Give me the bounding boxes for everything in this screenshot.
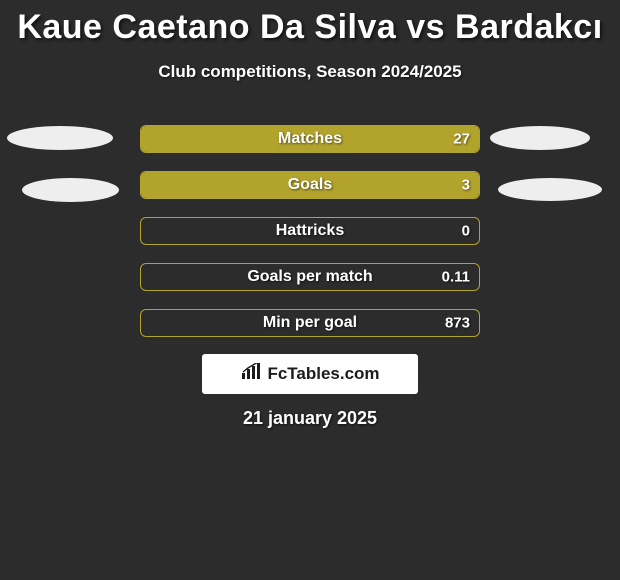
stat-label-goals: Goals <box>141 176 479 194</box>
stat-label-goals-per-match: Goals per match <box>141 268 479 286</box>
stat-value-matches: 27 <box>453 131 470 148</box>
stat-value-min-per-goal: 873 <box>445 315 470 332</box>
ellipse-left-1 <box>7 126 113 150</box>
brand-box: FcTables.com <box>202 354 418 394</box>
stat-value-goals-per-match: 0.11 <box>442 269 470 286</box>
stat-value-hattricks: 0 <box>462 223 470 240</box>
stat-row-goals: Goals3 <box>140 171 480 199</box>
ellipse-right-1 <box>490 126 590 150</box>
bar-chart-icon <box>240 363 262 386</box>
ellipse-left-2 <box>22 178 119 202</box>
subtitle: Club competitions, Season 2024/2025 <box>0 62 620 82</box>
stat-row-min-per-goal: Min per goal873 <box>140 309 480 337</box>
stat-row-goals-per-match: Goals per match0.11 <box>140 263 480 291</box>
stat-label-matches: Matches <box>141 130 479 148</box>
stat-label-hattricks: Hattricks <box>141 222 479 240</box>
comparison-infographic: Kaue Caetano Da Silva vs Bardakcı Club c… <box>0 0 620 580</box>
stat-label-min-per-goal: Min per goal <box>141 314 479 332</box>
page-title: Kaue Caetano Da Silva vs Bardakcı <box>0 8 620 47</box>
brand-text: FcTables.com <box>267 364 379 384</box>
ellipse-right-2 <box>498 178 602 201</box>
stat-row-hattricks: Hattricks0 <box>140 217 480 245</box>
date-label: 21 january 2025 <box>0 408 620 429</box>
stat-row-matches: Matches27 <box>140 125 480 153</box>
stat-value-goals: 3 <box>462 177 470 194</box>
stats-panel: Matches27 Goals3 Hattricks0 Goals per match… <box>140 125 480 355</box>
